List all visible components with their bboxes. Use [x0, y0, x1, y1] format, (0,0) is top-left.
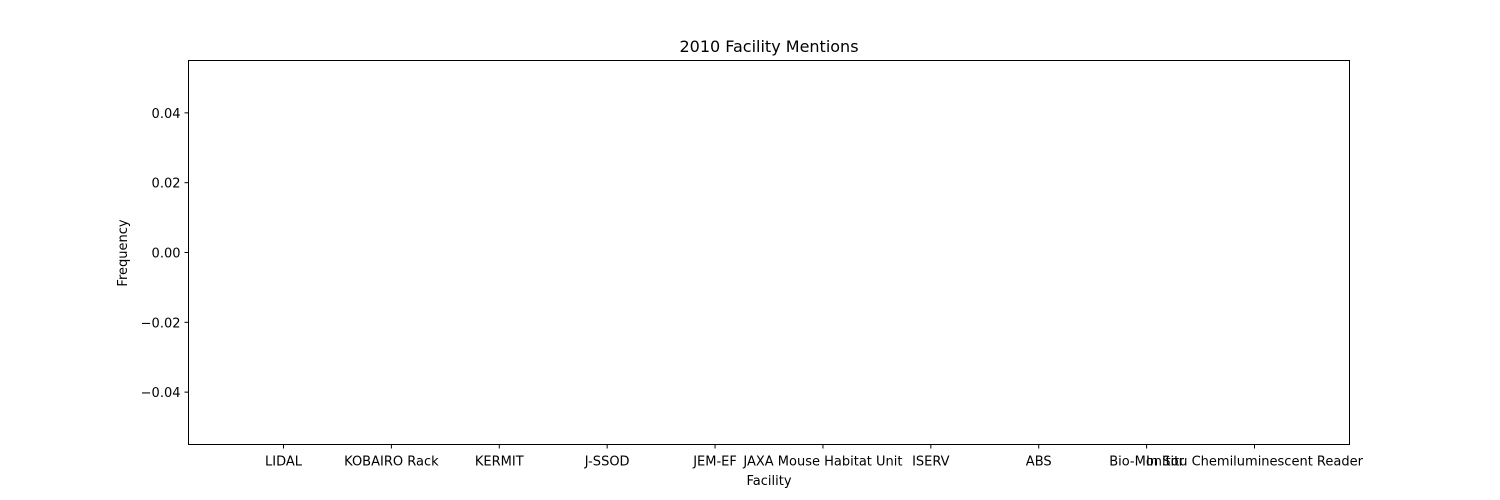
x-tick-label: J-SSOD — [584, 455, 630, 470]
y-tick-label: 0.02 — [152, 177, 181, 192]
y-tick-label: 0.00 — [152, 247, 181, 262]
y-axis-label: Frequency — [116, 219, 131, 286]
x-tick-label: KERMIT — [475, 455, 524, 470]
x-tick-label: JAXA Mouse Habitat Unit — [742, 455, 902, 470]
x-tick-label: LIDAL — [265, 455, 303, 470]
x-tick-label: KOBAIRO Rack — [344, 455, 439, 470]
y-tick-label: 0.04 — [152, 107, 181, 122]
x-tick-label: ISERV — [912, 455, 950, 470]
chart-title: 2010 Facility Mentions — [679, 37, 858, 56]
y-tick-label: −0.02 — [141, 316, 181, 331]
y-axis-ticks: −0.04 −0.02 0.00 0.02 0.04 — [141, 107, 189, 401]
x-tick-label: JEM-EF — [692, 455, 737, 470]
x-tick-label: ABS — [1026, 455, 1052, 470]
y-tick-label: −0.04 — [141, 386, 181, 401]
x-axis-ticks: LIDAL KOBAIRO Rack KERMIT J-SSOD JEM-EF JAXA … — [265, 444, 1364, 470]
x-axis-label: Facility — [746, 474, 791, 489]
x-tick-label: Bio-Monitor — [1109, 455, 1184, 470]
x-tick-label: In Situ Chemiluminescent Reader — [1146, 455, 1364, 470]
plot-area-frame — [188, 60, 1350, 445]
